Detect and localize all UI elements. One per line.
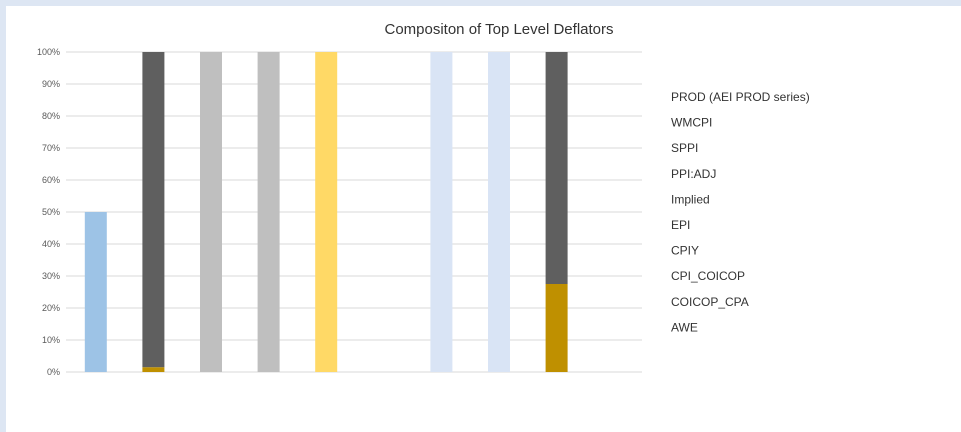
bar-stack (315, 52, 338, 372)
bar-stack (257, 52, 280, 372)
bar-stack (200, 52, 222, 372)
legend-entry: CPI_COICOP (671, 269, 745, 283)
y-tick-label: 80% (42, 111, 60, 121)
legend-entry: PROD (AEI PROD series) (671, 90, 810, 104)
bar-stack (84, 212, 107, 372)
legend: PROD (AEI PROD series) WMCPI SPPI PPI:ADJ Im… (671, 90, 810, 334)
bar-stack (430, 52, 453, 372)
y-tick-label: 90% (42, 79, 60, 89)
bar-segment (488, 52, 510, 372)
bar-stack (488, 52, 510, 372)
y-tick-label: 30% (42, 271, 60, 281)
legend-entry: SPPI (671, 141, 698, 155)
chart-title: Compositon of Top Level Deflators (384, 21, 613, 38)
y-tick-label: 40% (42, 239, 60, 249)
bar-segment (430, 52, 453, 372)
bar-segment (200, 52, 222, 372)
bar-segment (257, 52, 280, 372)
legend-entry: WMCPI (671, 116, 712, 130)
legend-entry: EPI (671, 218, 690, 232)
y-axis-ticks: 0% 10% 20% 30% 40% 50% 60% 70% 80% 90% 100% (37, 47, 60, 377)
bar-stack (545, 52, 568, 372)
legend-entry: Implied (671, 192, 710, 206)
y-tick-label: 50% (42, 207, 60, 217)
y-tick-label: 60% (42, 175, 60, 185)
bar-segment (84, 212, 107, 372)
legend-entry: AWE (671, 320, 698, 334)
bars (84, 52, 568, 372)
y-tick-label: 10% (42, 335, 60, 345)
y-tick-label: 0% (47, 367, 60, 377)
bar-segment (142, 367, 165, 372)
bar-segment (315, 52, 338, 372)
bar-segment (545, 52, 568, 284)
y-tick-label: 100% (37, 47, 60, 57)
y-tick-label: 70% (42, 143, 60, 153)
chart-frame: Compositon of Top Level Deflators 0% 10% 2… (6, 6, 961, 432)
y-tick-label: 20% (42, 303, 60, 313)
bar-stack (142, 52, 165, 372)
bar-segment (545, 284, 568, 372)
legend-entry: PPI:ADJ (671, 167, 716, 181)
legend-entry: COICOP_CPA (671, 295, 749, 309)
bar-segment (142, 52, 165, 368)
chart-svg: Compositon of Top Level Deflators 0% 10% 2… (37, 21, 810, 377)
legend-entry: CPIY (671, 244, 699, 258)
